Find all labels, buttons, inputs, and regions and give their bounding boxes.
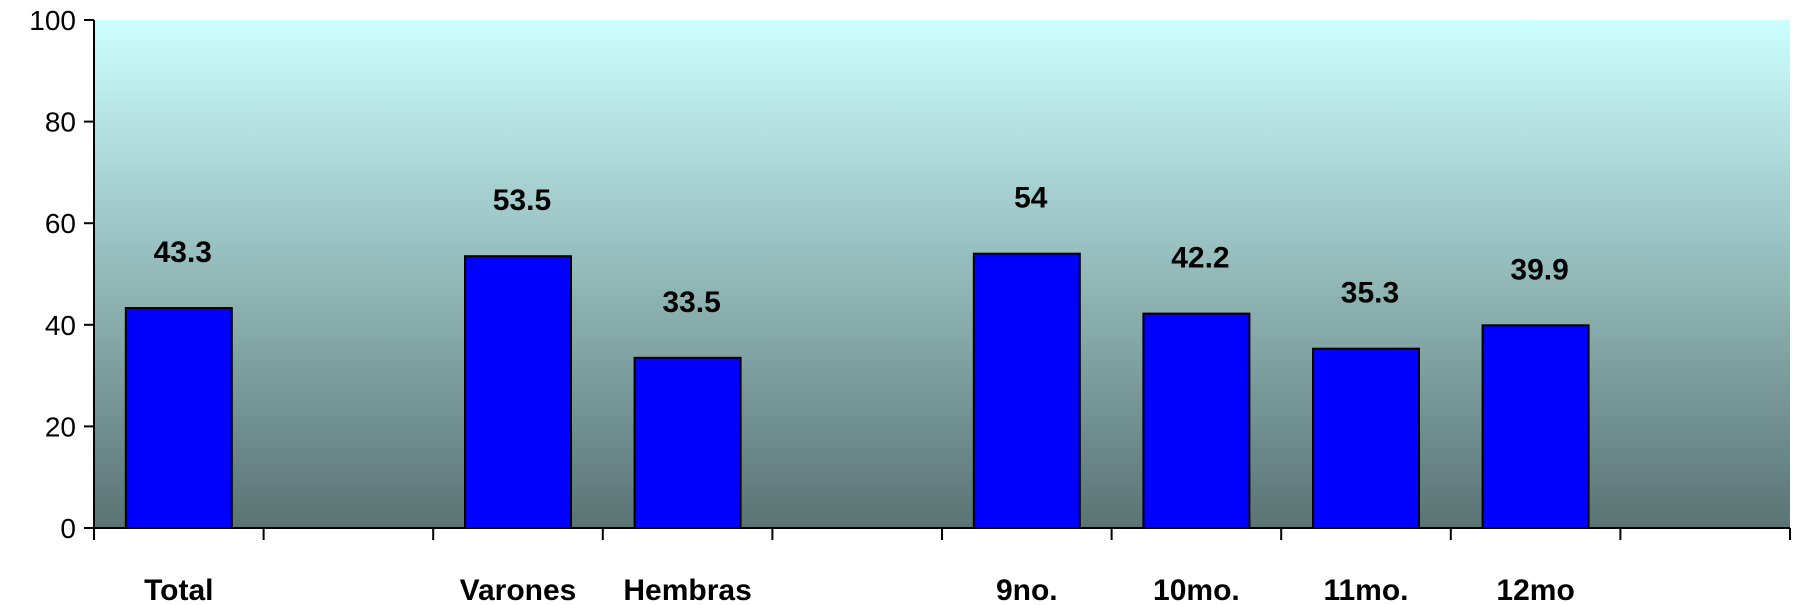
y-tick-label: 100 bbox=[29, 5, 76, 36]
bar-9no. bbox=[972, 252, 1081, 529]
bar-12mo bbox=[1481, 324, 1590, 530]
y-axis: 0 20 40 60 80 100 bbox=[29, 5, 95, 544]
data-label: 42.2 bbox=[1171, 242, 1229, 275]
data-label: 35.3 bbox=[1341, 277, 1399, 310]
category-labels: Total Varones Hembras 9no. 10mo. 11mo. 12mo bbox=[144, 574, 1575, 605]
category-label: 10mo. bbox=[1153, 574, 1240, 605]
data-label: 39.9 bbox=[1510, 253, 1568, 286]
y-tick-label: 40 bbox=[45, 310, 76, 341]
bar-Varones bbox=[464, 255, 572, 529]
data-label: 33.5 bbox=[662, 286, 720, 319]
bar-10mo. bbox=[1142, 312, 1251, 529]
category-label: Hembras bbox=[623, 574, 751, 605]
data-label: 54 bbox=[1014, 182, 1048, 215]
data-label: 43.3 bbox=[154, 236, 212, 269]
category-label: 9no. bbox=[996, 574, 1058, 605]
data-label: 53.5 bbox=[493, 184, 551, 217]
y-tick-label: 20 bbox=[45, 411, 76, 442]
y-tick-label: 60 bbox=[45, 208, 76, 239]
bars bbox=[124, 252, 1590, 530]
data-labels: 43.3 53.5 33.5 54 42.2 35.3 39.9 bbox=[154, 182, 1569, 319]
category-label: 12mo bbox=[1496, 574, 1574, 605]
bar-Hembras bbox=[633, 356, 742, 529]
y-tick-label: 0 bbox=[60, 513, 76, 544]
category-label: Varones bbox=[460, 574, 577, 605]
bar-11mo. bbox=[1312, 347, 1420, 529]
x-axis bbox=[93, 527, 1791, 540]
category-label: 11mo. bbox=[1323, 574, 1408, 605]
y-tick-label: 80 bbox=[45, 107, 76, 138]
bar-Total bbox=[124, 307, 233, 530]
category-label: Total bbox=[144, 574, 213, 605]
